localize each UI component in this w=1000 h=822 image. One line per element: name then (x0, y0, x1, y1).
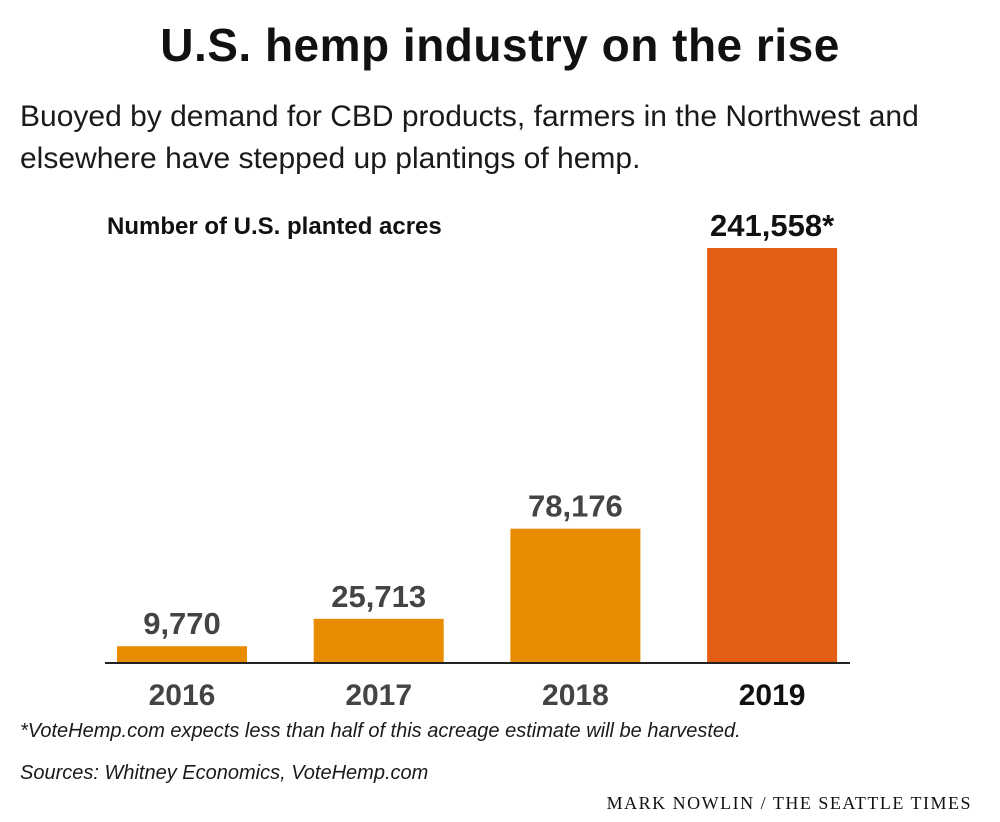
credit: MARK NOWLIN / THE SEATTLE TIMES (606, 793, 972, 813)
footnote: *VoteHemp.com expects less than half of … (20, 720, 741, 742)
sources: Sources: Whitney Economics, VoteHemp.com (20, 762, 429, 784)
bar-2016 (117, 646, 247, 663)
chart-title: U.S. hemp industry on the rise (160, 19, 840, 71)
value-label-2018: 78,176 (528, 489, 623, 524)
value-label-2019: 241,558* (710, 208, 835, 243)
value-label-2017: 25,713 (331, 579, 426, 614)
y-axis-label: Number of U.S. planted acres (107, 213, 442, 240)
value-label-2016: 9,770 (143, 606, 221, 641)
bar-2019 (707, 248, 838, 663)
x-tick-label-2018: 2018 (542, 679, 609, 712)
x-tick-label-2017: 2017 (345, 679, 412, 712)
x-tick-label-2019: 2019 (739, 679, 806, 712)
bar-2017 (313, 618, 444, 663)
chart-subtitle: Buoyed by demand for CBD products, farme… (20, 100, 919, 175)
x-tick-label-2016: 2016 (149, 679, 216, 712)
bar-2018 (510, 528, 641, 663)
